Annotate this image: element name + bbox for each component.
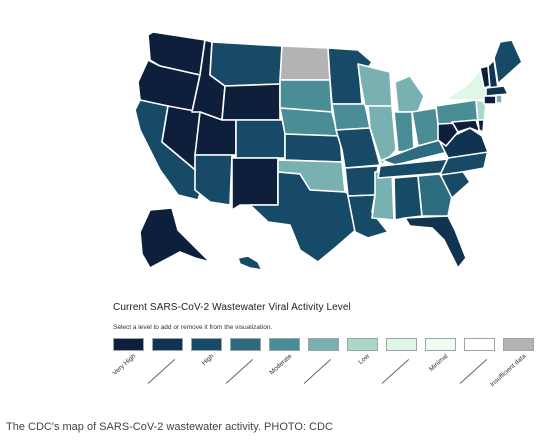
legend-swatch[interactable] xyxy=(308,338,339,351)
state-md[interactable] xyxy=(451,119,481,133)
state-ak[interactable] xyxy=(139,207,211,269)
state-al[interactable] xyxy=(393,175,423,221)
legend-swatch[interactable] xyxy=(464,338,495,351)
state-sd[interactable] xyxy=(279,79,333,113)
legend-swatch[interactable] xyxy=(152,338,183,351)
state-ia[interactable] xyxy=(331,103,371,131)
state-in[interactable] xyxy=(393,111,415,153)
state-ks[interactable] xyxy=(284,133,343,163)
state-tx[interactable] xyxy=(249,171,361,263)
state-hi[interactable] xyxy=(237,255,263,271)
legend-tick-line xyxy=(147,359,176,384)
state-wy[interactable] xyxy=(221,83,281,121)
state-az[interactable] xyxy=(194,154,233,206)
legend-hint: Select a level to add or remove it from … xyxy=(113,324,273,331)
state-ar[interactable] xyxy=(344,165,379,197)
legend-swatch[interactable] xyxy=(386,338,417,351)
legend-swatch[interactable] xyxy=(230,338,261,351)
legend-tick-line xyxy=(303,359,332,384)
us-map-svg xyxy=(134,31,523,271)
legend-tick-line xyxy=(225,359,254,384)
us-map xyxy=(134,31,523,271)
state-mn[interactable] xyxy=(327,47,373,105)
legend-swatch-row: Very High High Moderate Low Minimal Insuffici… xyxy=(112,338,535,388)
state-fl[interactable] xyxy=(404,215,467,269)
legend-swatch[interactable] xyxy=(113,338,144,351)
state-oh[interactable] xyxy=(411,107,441,147)
state-ne[interactable] xyxy=(279,107,339,137)
state-co[interactable] xyxy=(235,119,286,159)
legend-swatch[interactable] xyxy=(269,338,300,351)
legend-level-label: Insufficient data xyxy=(488,352,528,389)
state-ri[interactable] xyxy=(495,94,503,104)
state-ga[interactable] xyxy=(417,173,453,217)
state-nd[interactable] xyxy=(279,45,331,81)
legend-level-label: Minimal xyxy=(428,352,450,373)
legend-swatch[interactable] xyxy=(503,338,534,351)
legend-tick-line xyxy=(381,359,410,384)
state-me[interactable] xyxy=(493,39,523,85)
legend-level-label: Very High xyxy=(111,352,138,377)
state-ma[interactable] xyxy=(485,85,509,97)
state-ct[interactable] xyxy=(483,95,497,105)
state-nm[interactable] xyxy=(231,157,279,211)
state-mi[interactable] xyxy=(394,75,425,113)
state-wi[interactable] xyxy=(357,63,393,107)
image-caption: The CDC's map of SARS-CoV-2 wastewater a… xyxy=(6,421,333,433)
legend-title: Current SARS-CoV-2 Wastewater Viral Acti… xyxy=(113,302,351,313)
legend-level-label: Low xyxy=(357,352,371,366)
legend-swatch[interactable] xyxy=(191,338,222,351)
state-de[interactable] xyxy=(477,119,485,133)
state-mt[interactable] xyxy=(209,41,283,87)
legend-swatch[interactable] xyxy=(425,338,456,351)
legend-level-label: High xyxy=(200,352,216,367)
legend-swatch[interactable] xyxy=(347,338,378,351)
legend-level-label: Moderate xyxy=(268,352,294,377)
legend-tick-line xyxy=(459,359,488,384)
